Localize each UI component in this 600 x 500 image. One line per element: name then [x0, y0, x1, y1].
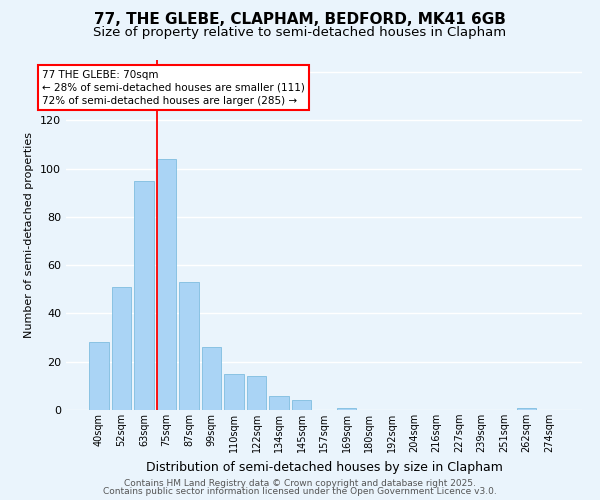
Bar	[224, 374, 244, 410]
Bar	[247, 376, 266, 410]
Text: Contains public sector information licensed under the Open Government Licence v3: Contains public sector information licen…	[103, 487, 497, 496]
Bar	[292, 400, 311, 410]
X-axis label: Distribution of semi-detached houses by size in Clapham: Distribution of semi-detached houses by …	[146, 460, 502, 473]
Bar	[157, 159, 176, 410]
Bar	[202, 347, 221, 410]
Bar	[179, 282, 199, 410]
Bar	[89, 342, 109, 410]
Bar	[269, 396, 289, 410]
Bar	[112, 287, 131, 410]
Bar	[337, 408, 356, 410]
Text: 77, THE GLEBE, CLAPHAM, BEDFORD, MK41 6GB: 77, THE GLEBE, CLAPHAM, BEDFORD, MK41 6G…	[94, 12, 506, 26]
Text: 77 THE GLEBE: 70sqm
← 28% of semi-detached houses are smaller (111)
72% of semi-: 77 THE GLEBE: 70sqm ← 28% of semi-detach…	[42, 70, 305, 106]
Text: Contains HM Land Registry data © Crown copyright and database right 2025.: Contains HM Land Registry data © Crown c…	[124, 478, 476, 488]
Bar	[517, 408, 536, 410]
Text: Size of property relative to semi-detached houses in Clapham: Size of property relative to semi-detach…	[94, 26, 506, 39]
Y-axis label: Number of semi-detached properties: Number of semi-detached properties	[25, 132, 34, 338]
Bar	[134, 180, 154, 410]
